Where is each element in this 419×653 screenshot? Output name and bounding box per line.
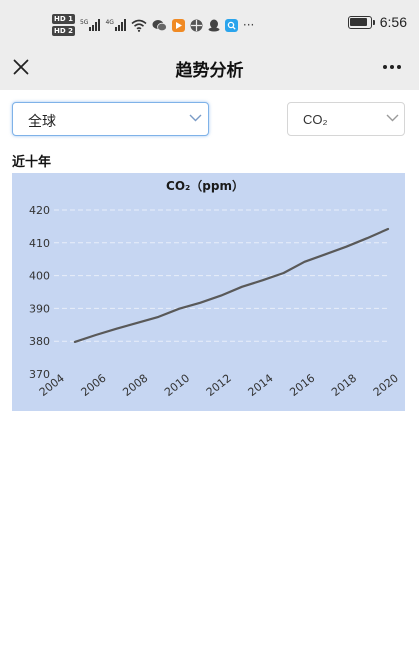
more-notifications-icon: ··· xyxy=(242,18,255,32)
network-5g-label: 5G xyxy=(79,19,89,26)
y-tick-label: 370 xyxy=(29,368,50,381)
more-dot-icon xyxy=(383,65,387,69)
chart-title: CO₂（ppm） xyxy=(166,178,244,193)
more-options-button[interactable] xyxy=(379,56,405,78)
signal-4g-icon: 4G xyxy=(105,19,126,31)
x-tick-label: 2010 xyxy=(162,372,192,399)
y-tick-label: 390 xyxy=(29,302,50,315)
hd-badge-2: HD 2 xyxy=(52,26,75,36)
browser-app-icon xyxy=(190,19,203,31)
y-tick-label: 380 xyxy=(29,335,50,348)
battery-icon xyxy=(347,15,375,29)
x-tick-label: 2012 xyxy=(204,372,234,399)
x-tick-label: 2008 xyxy=(120,372,150,399)
chevron-down-icon xyxy=(386,114,399,122)
x-tick-label: 2014 xyxy=(246,372,276,399)
video-app-icon xyxy=(171,18,185,32)
search-app-icon xyxy=(224,18,238,32)
y-tick-label: 410 xyxy=(29,237,50,250)
y-tick-label: 420 xyxy=(29,204,50,217)
region-select-value: 全球 xyxy=(28,114,56,130)
section-label: 近十年 xyxy=(12,155,52,170)
more-dot-icon xyxy=(390,65,394,69)
gas-select-value: CO₂ xyxy=(303,112,328,127)
nav-bar: 趋势分析 xyxy=(0,44,419,90)
series-line-co2 xyxy=(73,227,390,343)
wechat-icon xyxy=(152,19,167,31)
chevron-down-icon xyxy=(189,114,202,122)
hd-badges: HD 1 HD 2 xyxy=(52,14,75,36)
x-tick-label: 2006 xyxy=(79,372,109,399)
status-icons: HD 1 HD 2 5G 4G xyxy=(52,12,254,38)
qq-icon xyxy=(208,19,220,31)
network-4g-label: 4G xyxy=(105,19,114,26)
page-title: 趋势分析 xyxy=(175,61,244,81)
gas-select[interactable]: CO₂ xyxy=(287,102,405,136)
x-tick-label: 2016 xyxy=(287,372,317,399)
y-tick-label: 400 xyxy=(29,270,50,283)
signal-5g-icon: 5G xyxy=(79,19,101,31)
status-time: 6:56 xyxy=(379,14,407,30)
more-dot-icon xyxy=(397,65,401,69)
hd-badge-1: HD 1 xyxy=(52,14,75,24)
status-bar: HD 1 HD 2 5G 4G xyxy=(0,0,419,44)
wifi-icon xyxy=(131,19,147,32)
x-tick-label: 2020 xyxy=(371,372,401,399)
close-button[interactable] xyxy=(6,52,36,82)
co2-trend-chart: CO₂（ppm） 370 380 390 400 410 420 2004 2006 2008… xyxy=(12,173,405,411)
battery-level xyxy=(350,18,368,26)
region-select[interactable]: 全球 xyxy=(12,102,209,136)
x-tick-label: 2018 xyxy=(329,372,359,399)
status-right: 6:56 xyxy=(347,14,407,30)
close-icon xyxy=(13,59,29,75)
